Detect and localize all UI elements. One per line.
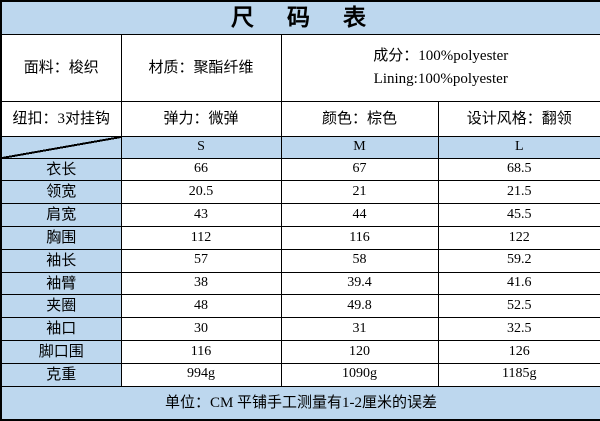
- value-cell-l: 52.5: [437, 294, 600, 319]
- composition-cell: 成分：100%polyester Lining:100%polyester: [280, 34, 600, 102]
- measurement-row: 袖臂 38 39.4 41.6: [0, 271, 600, 296]
- composition-line-1: 成分：100%polyester: [373, 48, 509, 65]
- value-cell-s: 66: [120, 157, 282, 182]
- size-header-s: S: [120, 135, 282, 159]
- row-label-cell: 袖臂: [0, 271, 122, 296]
- measurement-row: 克重 994g 1090g 1185g: [0, 362, 600, 387]
- diagonal-line: [2, 137, 120, 158]
- value-cell-m: 21: [280, 180, 439, 205]
- page-title: 尺 码 表: [0, 0, 600, 36]
- measurement-row: 袖口 30 31 32.5: [0, 317, 600, 342]
- value-cell-m: 1090g: [280, 362, 439, 387]
- value-cell-m: 120: [280, 340, 439, 364]
- row-label-cell: 脚口围: [0, 340, 122, 364]
- row-label-cell: 衣长: [0, 157, 122, 182]
- elasticity-cell: 弹力：微弹: [120, 100, 282, 137]
- value-cell-s: 20.5: [120, 180, 282, 205]
- value-cell-s: 38: [120, 271, 282, 296]
- value-cell-m: 67: [280, 157, 439, 182]
- size-header-m: M: [280, 135, 439, 159]
- composition-line-2: Lining:100%polyester: [373, 70, 508, 87]
- size-header-l: L: [437, 135, 600, 159]
- measurement-row: 肩宽 43 44 45.5: [0, 203, 600, 228]
- value-cell-s: 112: [120, 226, 282, 250]
- color-cell: 颜色：棕色: [280, 100, 439, 137]
- value-cell-s: 48: [120, 294, 282, 319]
- row-label-cell: 克重: [0, 362, 122, 387]
- value-cell-m: 58: [280, 248, 439, 273]
- value-cell-l: 126: [437, 340, 600, 364]
- value-cell-s: 994g: [120, 362, 282, 387]
- design-style-cell: 设计风格：翻领: [437, 100, 600, 137]
- footer-row: 单位：CM 平铺手工测量有1-2厘米的误差: [0, 385, 600, 421]
- value-cell-m: 44: [280, 203, 439, 228]
- size-corner-cell: [0, 135, 122, 159]
- value-cell-s: 116: [120, 340, 282, 364]
- value-cell-l: 45.5: [437, 203, 600, 228]
- measurement-row: 胸围 112 116 122: [0, 226, 600, 250]
- row-label-cell: 肩宽: [0, 203, 122, 228]
- value-cell-l: 68.5: [437, 157, 600, 182]
- info-row-1: 面料：梭织 材质：聚酯纤维 成分：100%polyester Lining:10…: [0, 34, 600, 102]
- row-label-cell: 袖口: [0, 317, 122, 342]
- measurement-row: 衣长 66 67 68.5: [0, 157, 600, 182]
- measurement-row: 袖长 57 58 59.2: [0, 248, 600, 273]
- unit-note: 单位：CM 平铺手工测量有1-2厘米的误差: [0, 385, 600, 421]
- value-cell-l: 41.6: [437, 271, 600, 296]
- row-label-cell: 袖长: [0, 248, 122, 273]
- value-cell-m: 49.8: [280, 294, 439, 319]
- measurement-row: 领宽 20.5 21 21.5: [0, 180, 600, 205]
- row-label-cell: 领宽: [0, 180, 122, 205]
- measurement-row: 夹圈 48 49.8 52.5: [0, 294, 600, 319]
- value-cell-m: 116: [280, 226, 439, 250]
- buttons-cell: 纽扣：3对挂钩: [0, 100, 122, 137]
- info-row-2: 纽扣：3对挂钩 弹力：微弹 颜色：棕色 设计风格：翻领: [0, 100, 600, 137]
- material-cell: 材质：聚酯纤维: [120, 34, 282, 102]
- fabric-cell: 面料：梭织: [0, 34, 122, 102]
- value-cell-l: 21.5: [437, 180, 600, 205]
- measurement-row: 脚口围 116 120 126: [0, 340, 600, 364]
- value-cell-s: 30: [120, 317, 282, 342]
- row-label-cell: 夹圈: [0, 294, 122, 319]
- value-cell-s: 43: [120, 203, 282, 228]
- value-cell-s: 57: [120, 248, 282, 273]
- value-cell-l: 32.5: [437, 317, 600, 342]
- value-cell-m: 31: [280, 317, 439, 342]
- title-row: 尺 码 表: [0, 0, 600, 36]
- size-header-row: S M L: [0, 135, 600, 159]
- value-cell-l: 1185g: [437, 362, 600, 387]
- value-cell-l: 59.2: [437, 248, 600, 273]
- row-label-cell: 胸围: [0, 226, 122, 250]
- value-cell-l: 122: [437, 226, 600, 250]
- value-cell-m: 39.4: [280, 271, 439, 296]
